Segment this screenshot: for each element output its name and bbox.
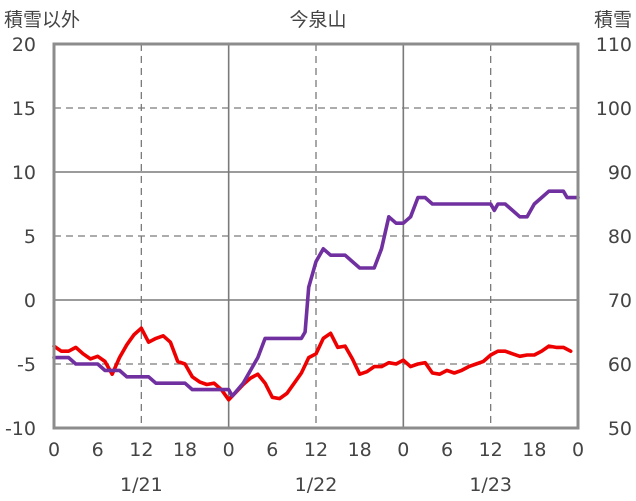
series-layer xyxy=(52,189,580,402)
y-left-tick-label: 0 xyxy=(24,290,36,312)
y-right-tick-label: 80 xyxy=(608,226,632,248)
series-line-2 xyxy=(52,189,580,398)
y-axis-right-label: 積雪 xyxy=(594,9,632,31)
y-right-tick-label: 60 xyxy=(608,354,632,376)
x-tick-label: 18 xyxy=(348,439,372,461)
x-tick-label: 0 xyxy=(223,439,235,461)
x-tick-label: 18 xyxy=(173,439,197,461)
y-left-tick-label: -10 xyxy=(5,418,36,440)
day-label: 1/21 xyxy=(120,474,163,496)
y-left-tick-label: -5 xyxy=(17,354,36,376)
x-tick-label: 6 xyxy=(266,439,278,461)
day-labels: 1/21 1/22 1/23 xyxy=(120,474,512,496)
x-tick-label: 6 xyxy=(441,439,453,461)
x-tick-label: 12 xyxy=(304,439,328,461)
y-left-tick-label: 15 xyxy=(12,98,36,120)
day-label: 1/22 xyxy=(295,474,338,496)
y-left-tick-label: 10 xyxy=(12,162,36,184)
chart-title: 今泉山 xyxy=(289,9,346,31)
y-left-tick-label: 5 xyxy=(24,226,36,248)
plot-frame xyxy=(52,42,580,430)
plot-border xyxy=(52,42,580,430)
x-tick-label: 0 xyxy=(397,439,409,461)
y-left-ticks: -10 -5 0 5 10 15 20 xyxy=(5,34,36,440)
y-right-tick-label: 110 xyxy=(596,34,632,56)
x-ticks: 0 6 12 18 0 6 12 18 0 6 12 18 0 xyxy=(48,439,584,461)
y-right-tick-label: 50 xyxy=(608,418,632,440)
y-axis-left-label: 積雪以外 xyxy=(4,9,80,31)
x-tick-label: 18 xyxy=(522,439,546,461)
y-right-ticks: 50 60 70 80 90 100 110 xyxy=(596,34,632,440)
y-right-tick-label: 70 xyxy=(608,290,632,312)
series-line-1 xyxy=(52,326,573,402)
x-tick-label: 12 xyxy=(479,439,503,461)
x-tick-label: 6 xyxy=(92,439,104,461)
x-tick-label: 0 xyxy=(572,439,584,461)
x-tick-label: 12 xyxy=(129,439,153,461)
y-right-tick-label: 90 xyxy=(608,162,632,184)
day-label: 1/23 xyxy=(469,474,512,496)
x-tick-label: 0 xyxy=(48,439,60,461)
y-right-tick-label: 100 xyxy=(596,98,632,120)
grid xyxy=(54,44,578,428)
y-left-tick-label: 20 xyxy=(12,34,36,56)
